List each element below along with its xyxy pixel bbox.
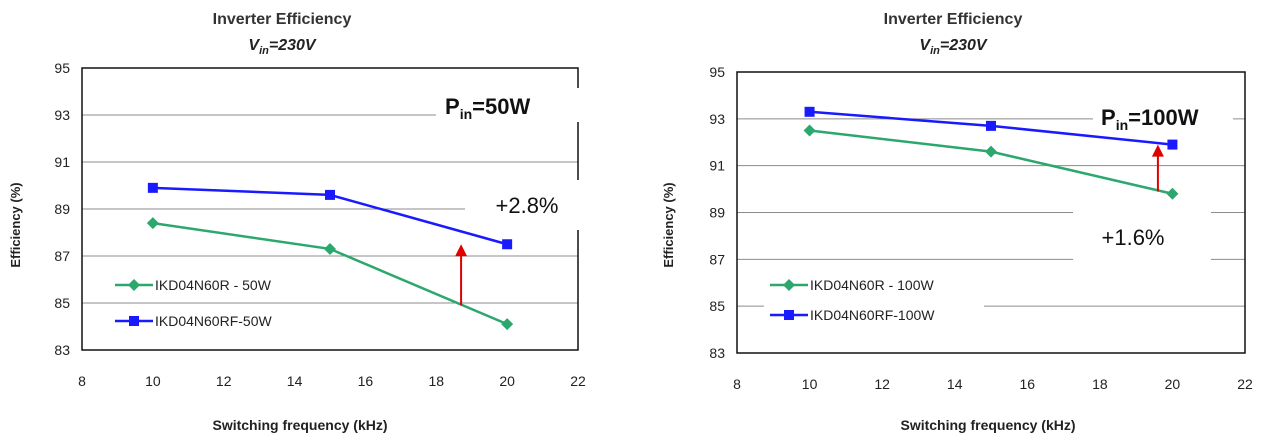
y-tick-label: 91 <box>54 154 70 170</box>
legend-bg <box>764 304 984 326</box>
legend-marker <box>129 316 139 326</box>
legend-label: IKD04N60RF-50W <box>155 313 272 329</box>
chart-title: Inverter Efficiency <box>884 11 1023 28</box>
y-tick-label: 85 <box>709 298 725 314</box>
y-tick-label: 95 <box>709 64 725 80</box>
data-point <box>804 106 815 117</box>
legend-label: IKD04N60RF-100W <box>810 307 935 323</box>
data-point <box>1166 187 1179 200</box>
data-point <box>324 242 336 255</box>
chart-svg-right: Inverter Efficiency Vin=230V 83 85 87 89 91 9… <box>661 11 1253 433</box>
y-tick-label: 83 <box>709 345 725 361</box>
x-tick-label: 10 <box>802 376 818 392</box>
x-tick-label: 12 <box>874 376 890 392</box>
y-tick-label: 87 <box>709 251 725 267</box>
plot-area: 83 85 87 89 91 93 95 8 10 12 14 16 18 20 22 IKD04N60R -… <box>54 60 586 389</box>
chart-subtitle: Vin=230V <box>248 37 316 57</box>
x-tick-label: 20 <box>499 373 515 389</box>
legend-marker <box>128 279 140 291</box>
chart-svg-left: Inverter Efficiency Vin=230V 83 85 87 89 91 9… <box>8 11 586 433</box>
y-axis-label: Efficiency (%) <box>661 182 676 267</box>
power-label-box <box>1093 100 1233 132</box>
x-tick-label: 22 <box>570 373 586 389</box>
x-tick-label: 18 <box>428 373 444 389</box>
y-tick-label: 87 <box>54 248 70 264</box>
x-tick-label: 22 <box>1237 376 1253 392</box>
annotation-box <box>465 180 585 230</box>
x-tick-label: 18 <box>1092 376 1108 392</box>
y-axis-label: Efficiency (%) <box>8 182 23 267</box>
y-tick-label: 93 <box>54 107 70 123</box>
plot-border <box>736 71 1246 354</box>
annotation-box <box>1073 212 1211 260</box>
chart-subtitle: Vin=230V <box>919 37 987 57</box>
x-tick-label: 14 <box>287 373 303 389</box>
delta-arrow-head <box>455 244 468 257</box>
delta-annotation: +2.8% <box>496 193 559 218</box>
power-label-box <box>436 88 582 122</box>
data-point <box>146 217 159 230</box>
x-tick-label: 14 <box>947 376 963 392</box>
legend-bg <box>109 274 329 296</box>
x-tick-label: 16 <box>358 373 374 389</box>
data-point <box>502 239 513 250</box>
power-label: Pin=50W <box>445 94 530 122</box>
data-point <box>1167 139 1178 150</box>
chart-left: Inverter Efficiency Vin=230V 83 85 87 89 91 9… <box>0 0 633 441</box>
legend-marker <box>783 279 795 291</box>
y-tick-label: 83 <box>54 342 70 358</box>
legend-bg <box>764 274 984 296</box>
x-tick-label: 10 <box>145 373 161 389</box>
x-tick-label: 20 <box>1165 376 1181 392</box>
y-tick-label: 89 <box>54 201 70 217</box>
chart-right: Inverter Efficiency Vin=230V 83 85 87 89 91 9… <box>633 0 1267 441</box>
data-point <box>986 120 996 131</box>
delta-arrow-head <box>1151 144 1164 157</box>
x-tick-label: 12 <box>216 373 232 389</box>
data-point <box>147 182 158 193</box>
series-line <box>152 221 508 326</box>
x-tick-label: 16 <box>1019 376 1035 392</box>
x-axis-label: Switching frequency (kHz) <box>900 417 1075 433</box>
y-tick-label: 93 <box>709 111 725 127</box>
x-axis-label: Switching frequency (kHz) <box>212 417 387 433</box>
legend-marker <box>784 310 794 320</box>
data-point <box>501 318 514 331</box>
x-tick-label: 8 <box>78 373 86 389</box>
data-point <box>803 124 816 137</box>
y-tick-label: 95 <box>54 60 70 76</box>
y-tick-label: 89 <box>709 205 725 221</box>
plot-area: 83 85 87 89 91 93 95 8 10 12 14 16 18 20 22 IKD04N60R -… <box>709 64 1253 392</box>
data-point <box>325 189 335 200</box>
data-point <box>985 145 997 158</box>
chart-title: Inverter Efficiency <box>213 11 352 28</box>
legend-bg <box>109 310 329 332</box>
y-tick-label: 85 <box>54 295 70 311</box>
y-tick-label: 91 <box>709 158 725 174</box>
delta-annotation: +1.6% <box>1102 225 1165 250</box>
legend-label: IKD04N60R - 100W <box>810 277 935 293</box>
legend-label: IKD04N60R - 50W <box>155 277 272 293</box>
x-tick-label: 8 <box>733 376 741 392</box>
power-label: Pin=100W <box>1101 105 1199 133</box>
